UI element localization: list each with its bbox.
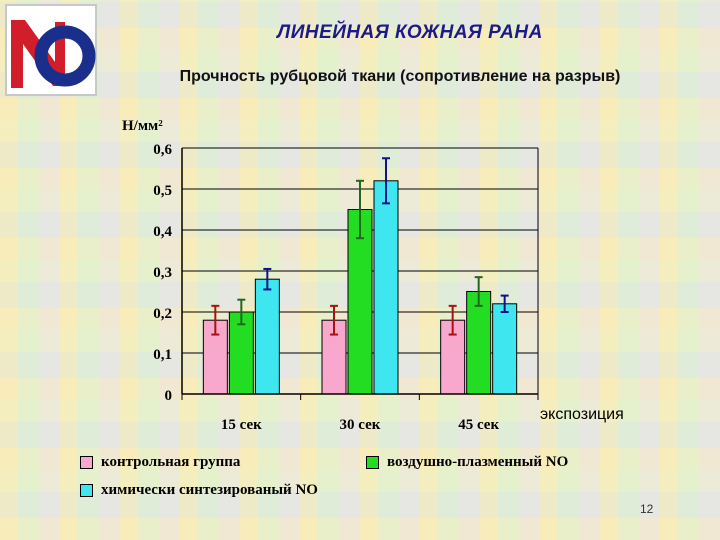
- legend-item-control: контрольная группа: [80, 454, 240, 471]
- y-tick-label: 0,6: [153, 142, 172, 158]
- y-tick-label: 0,2: [153, 306, 172, 322]
- y-tick-label: 0: [165, 388, 173, 404]
- legend-item-chemical-no: химически синтезированый NO: [80, 482, 318, 499]
- legend-swatch: [366, 456, 379, 469]
- bar: [254, 278, 280, 395]
- logo: [5, 4, 97, 96]
- bars: [202, 157, 518, 395]
- x-tick-label: 45 сек: [458, 417, 499, 433]
- legend-item-plasma-no: воздушно-плазменный NO: [366, 454, 568, 471]
- bar: [492, 303, 518, 395]
- legend-swatch: [80, 484, 93, 497]
- y-axis-label: Н/мм²: [122, 118, 163, 134]
- slide-title: ЛИНЕЙНАЯ КОЖНАЯ РАНА: [277, 22, 543, 43]
- legend-label: воздушно-плазменный NO: [387, 454, 569, 470]
- bar: [466, 291, 492, 395]
- x-tick-label: 15 сек: [221, 417, 262, 433]
- slide-subtitle: Прочность рубцовой ткани (сопротивление …: [179, 68, 621, 85]
- y-tick-label: 0,1: [153, 347, 172, 363]
- x-tick-label: 30 сек: [340, 417, 381, 433]
- y-tick-label: 0,4: [153, 224, 172, 240]
- legend-swatch: [80, 456, 93, 469]
- axes: 0 0,1 0,2 0,3 0,4 0,5 0,6 15 сек 30 сек 45 сек: [153, 142, 539, 433]
- legend-label: химически синтезированый NO: [101, 482, 318, 498]
- y-tick-label: 0,5: [153, 183, 172, 199]
- bar: [347, 209, 373, 395]
- x-axis-label: экспозиция: [540, 406, 624, 423]
- page-number: 12: [640, 502, 654, 516]
- bar: [228, 311, 254, 395]
- bar: [373, 180, 399, 395]
- legend-label: контрольная группа: [101, 454, 241, 470]
- y-tick-label: 0,3: [153, 265, 172, 281]
